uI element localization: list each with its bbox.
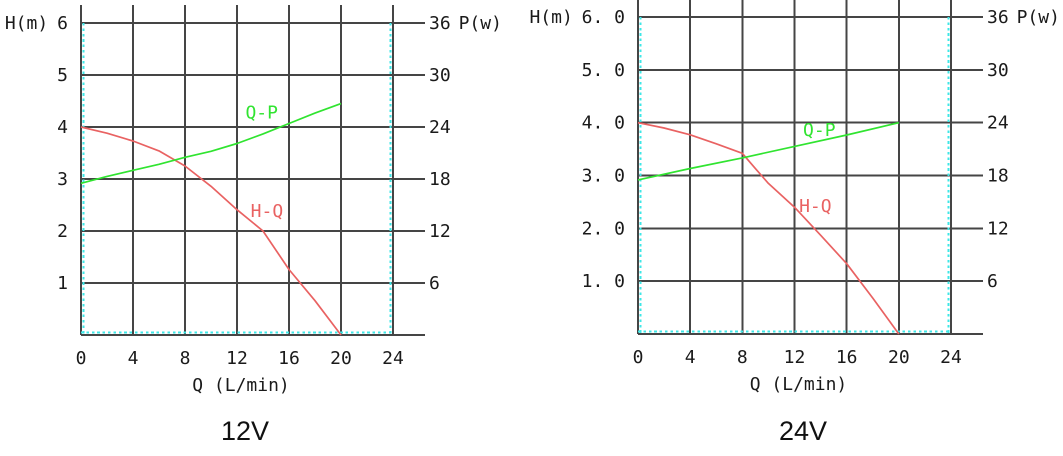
y-tick-left: 3 — [57, 169, 68, 190]
y-tick-right: 36 — [987, 7, 1009, 28]
y-tick-left: 5 — [57, 65, 68, 86]
x-tick: 8 — [737, 347, 748, 368]
x-tick: 24 — [382, 348, 404, 369]
y-tick-left: 1 — [57, 273, 68, 294]
x-axis-title: Q (L/min) — [750, 374, 848, 395]
grid-12v — [80, 5, 425, 336]
y-tick-left: 3. 0 — [582, 166, 625, 187]
x-tick: 0 — [633, 347, 644, 368]
y-tick-right: 12 — [987, 218, 1009, 239]
x-tick: 0 — [76, 348, 87, 369]
curve-label-h-q-12v: H-Q — [251, 201, 284, 222]
y-tick-left: 4. 0 — [582, 113, 625, 134]
y-tick-left: 1. 0 — [582, 271, 625, 292]
y-tick-left: 5. 0 — [582, 60, 625, 81]
y-tick-right: 18 — [987, 166, 1009, 187]
curve-label-q-p-24v: Q-P — [803, 120, 836, 141]
curve-q-p-12v — [80, 102, 342, 185]
left-axis-title: H(m) — [529, 7, 572, 28]
right-axis-title: P(w) — [459, 13, 502, 34]
x-tick: 12 — [226, 348, 248, 369]
cyan-dashed-border-24v — [638, 17, 951, 334]
curve-label-q-p-12v: Q-P — [245, 102, 278, 123]
x-tick: 4 — [685, 347, 696, 368]
x-tick: 8 — [180, 348, 191, 369]
chart-24v: H-Q Q-P 6. 0 5. 0 4. 0 3. 0 2. 0 1. 0 H(m) 36 30 24… — [529, 0, 1060, 395]
grid-24v — [637, 0, 983, 335]
x-tick: 4 — [128, 348, 139, 369]
x-tick: 16 — [836, 347, 858, 368]
y-tick-right: 30 — [987, 60, 1009, 81]
curve-h-q-12v — [80, 126, 342, 336]
y-tick-right: 18 — [429, 169, 451, 190]
cyan-dashed-border-12v — [81, 23, 393, 335]
curve-label-h-q-24v: H-Q — [799, 196, 832, 217]
left-axis-title: H(m) — [5, 13, 48, 34]
x-tick: 20 — [888, 347, 910, 368]
y-tick-right: 24 — [987, 113, 1009, 134]
y-tick-right: 12 — [429, 221, 451, 242]
y-tick-right: 24 — [429, 117, 451, 138]
y-tick-right: 30 — [429, 65, 451, 86]
x-axis-title: Q (L/min) — [192, 375, 290, 396]
curve-h-q-24v — [637, 121, 900, 335]
y-tick-right: 6 — [429, 273, 440, 294]
right-axis-title: P(w) — [1017, 7, 1060, 28]
x-tick: 20 — [330, 348, 352, 369]
y-tick-left: 6. 0 — [582, 7, 625, 28]
y-tick-left: 4 — [57, 117, 68, 138]
curve-q-p-24v — [637, 121, 899, 181]
y-tick-left: 6 — [57, 13, 68, 34]
y-tick-left: 2 — [57, 221, 68, 242]
chart-caption-12v: 12V — [220, 416, 270, 446]
y-tick-left: 2. 0 — [582, 218, 625, 239]
x-tick: 16 — [278, 348, 300, 369]
chart-caption-24v: 24V — [778, 416, 828, 446]
y-tick-right: 36 — [429, 13, 451, 34]
x-tick: 24 — [940, 347, 962, 368]
x-tick: 12 — [784, 347, 806, 368]
chart-12v: H-Q Q-P 6 5 4 3 2 1 H(m) 36 30 24 18 12 6 P(w) 0 4 8 12 16 20… — [5, 5, 502, 396]
y-tick-right: 6 — [987, 271, 998, 292]
